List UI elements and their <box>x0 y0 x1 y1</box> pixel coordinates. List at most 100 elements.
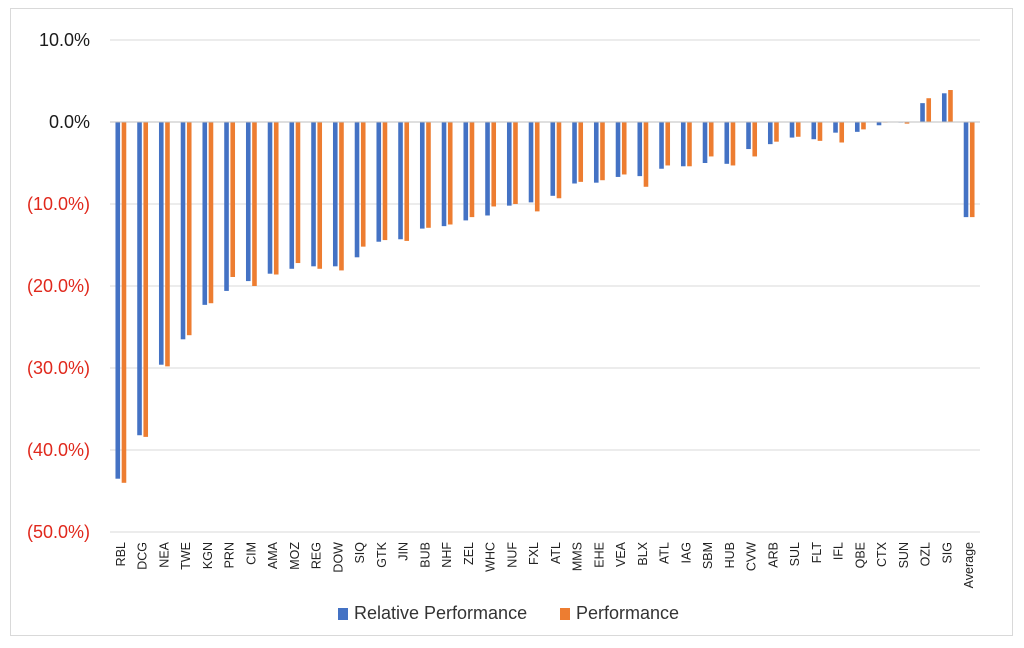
bar-relative-performance <box>202 122 208 305</box>
x-category-label: GTK <box>375 541 389 567</box>
bar-performance <box>795 122 801 137</box>
bar-performance <box>426 122 431 228</box>
bar-performance <box>273 122 279 275</box>
bar-performance <box>904 122 910 124</box>
bar-relative-performance <box>702 122 708 163</box>
bar-relative-performance <box>615 122 621 177</box>
y-tick-label: (30.0%) <box>27 358 90 378</box>
bar-performance <box>948 90 953 122</box>
bar-performance <box>708 122 714 157</box>
x-category-label: MOZ <box>288 542 302 570</box>
x-category-label: VEA <box>614 541 628 567</box>
bar-relative-performance <box>767 122 773 145</box>
legend-swatch <box>338 608 348 620</box>
bar-relative-performance <box>224 122 229 291</box>
bar-relative-performance <box>550 122 556 196</box>
bar-relative-performance <box>267 122 273 274</box>
bar-relative-performance <box>506 122 512 206</box>
bar-performance <box>252 122 257 286</box>
legend-label: Relative Performance <box>354 603 527 623</box>
bar-relative-performance <box>920 103 925 122</box>
y-tick-label: (40.0%) <box>27 440 90 460</box>
bar-relative-performance <box>963 122 969 218</box>
bar-performance <box>513 122 518 204</box>
bar-performance <box>469 122 475 218</box>
bar-relative-performance <box>680 122 686 167</box>
x-category-label: SIG <box>940 542 954 564</box>
x-category-label: OZL <box>919 542 933 566</box>
bar-performance <box>839 122 845 143</box>
bar-relative-performance <box>289 122 295 269</box>
bar-performance <box>600 122 605 181</box>
bar-performance <box>360 122 366 247</box>
bar-relative-performance <box>789 122 795 138</box>
bar-performance <box>382 122 388 241</box>
bar-performance <box>861 122 866 130</box>
x-category-label: CVW <box>745 542 759 571</box>
bar-performance <box>752 122 758 157</box>
bar-performance <box>817 122 823 141</box>
bar-relative-performance <box>941 93 947 122</box>
x-category-label: RBL <box>114 542 128 566</box>
x-category-label: TWE <box>179 542 193 570</box>
bar-relative-performance <box>724 122 730 164</box>
x-category-label: IAG <box>679 542 693 564</box>
bar-performance <box>491 122 497 207</box>
bar-relative-performance <box>746 122 751 150</box>
bar-performance <box>969 122 975 218</box>
bar-relative-performance <box>485 122 490 216</box>
x-category-label: DCG <box>136 542 150 570</box>
bar-performance <box>208 122 214 304</box>
x-category-label: PRN <box>223 542 237 568</box>
x-category-label: ATL <box>658 542 672 564</box>
x-category-label: DOW <box>331 542 345 573</box>
x-category-label: NEA <box>157 541 171 567</box>
bar-relative-performance <box>854 122 860 132</box>
bar-relative-performance <box>572 122 577 184</box>
bar-relative-performance <box>245 122 251 282</box>
x-category-label: NHF <box>440 542 454 568</box>
bar-relative-performance <box>463 122 469 221</box>
y-tick-label: 10.0% <box>39 30 90 50</box>
bar-performance <box>665 122 671 166</box>
bar-performance <box>578 122 584 182</box>
y-tick-label: (20.0%) <box>27 276 90 296</box>
bar-performance <box>687 122 692 167</box>
x-category-label: NUF <box>505 542 519 568</box>
bar-performance <box>534 122 540 212</box>
bar-performance <box>404 122 410 241</box>
bar-performance <box>926 98 932 122</box>
bar-performance <box>339 122 344 271</box>
bar-relative-performance <box>137 122 142 436</box>
bar-performance <box>295 122 301 264</box>
legend-label: Performance <box>576 603 679 623</box>
bar-relative-performance <box>833 122 838 133</box>
bar-relative-performance <box>593 122 599 183</box>
bar-performance <box>621 122 627 175</box>
bar-performance <box>121 122 127 483</box>
chart-frame <box>10 8 1013 636</box>
bar-performance <box>643 122 649 187</box>
legend-swatch <box>560 608 570 620</box>
x-category-label: SUN <box>897 542 911 568</box>
bar-performance <box>143 122 149 437</box>
bar-performance <box>186 122 192 336</box>
x-category-label: WHC <box>484 542 498 572</box>
bar-performance <box>556 122 562 199</box>
y-tick-label: (50.0%) <box>27 522 90 542</box>
bar-performance <box>730 122 736 166</box>
bar-relative-performance <box>811 122 817 140</box>
bar-relative-performance <box>354 122 360 258</box>
bar-relative-performance <box>637 122 643 177</box>
x-category-label: REG <box>310 542 324 569</box>
bar-performance <box>447 122 453 225</box>
x-category-label: ZEL <box>462 542 476 565</box>
x-category-label: SBM <box>701 542 715 569</box>
x-category-label: ATL <box>549 542 563 564</box>
bar-performance <box>165 122 170 367</box>
x-category-label: AMA <box>266 541 280 569</box>
x-category-label: FXL <box>527 542 541 565</box>
x-category-label: SUL <box>788 542 802 566</box>
x-category-label: KGN <box>201 542 215 569</box>
